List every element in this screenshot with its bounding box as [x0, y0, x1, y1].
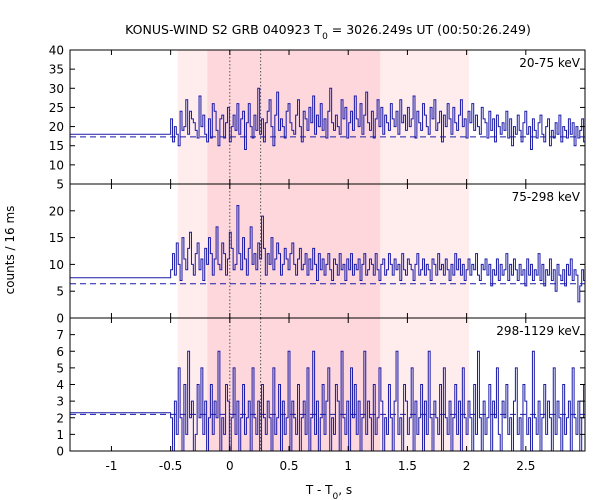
- x-axis-label-prefix: T - T: [305, 483, 333, 497]
- count-rate-series: [70, 87, 585, 151]
- count-rate-series: [70, 350, 585, 452]
- x-tick-label: -1: [105, 459, 117, 473]
- chart-title-sub: 0: [322, 32, 328, 42]
- y-tick-label: 30: [49, 82, 64, 96]
- y-tick-label: 1: [56, 428, 64, 442]
- y-tick-label: 0: [56, 312, 64, 326]
- y-tick-label: 15: [49, 139, 64, 153]
- y-tick-label: 7: [56, 328, 64, 342]
- panel-2: 0 5 10 15 20 75-298 keV: [49, 183, 586, 326]
- x-tick-label: 2.5: [516, 459, 535, 473]
- energy-band-label: 20-75 keV: [519, 56, 581, 70]
- x-axis-label-suffix: , s: [338, 483, 352, 497]
- y-tick-label: 15: [49, 231, 64, 245]
- chart-title: KONUS-WIND S2 GRB 040923 T0 = 3026.249s …: [125, 22, 531, 42]
- y-tick-label: 4: [56, 378, 64, 392]
- y-tick-label: 25: [49, 101, 64, 115]
- x-tick-label: 2: [463, 459, 471, 473]
- y-tick-label: 5: [56, 361, 64, 375]
- y-axis-label: counts / 16 ms: [3, 206, 17, 295]
- y-tick-label: 10: [49, 158, 64, 172]
- y-tick-label: 0: [56, 445, 64, 459]
- x-tick-label: 0.5: [279, 459, 298, 473]
- y-tick-label: 6: [56, 345, 64, 359]
- y-tick-label: 5: [56, 285, 64, 299]
- chart-title-suffix: = 3026.249s UT (00:50:26.249): [328, 22, 531, 37]
- x-axis-label-sub: 0: [333, 492, 339, 500]
- y-tick-label: 20: [49, 120, 64, 134]
- y-tick-label: 20: [49, 204, 64, 218]
- y-tick-label: 35: [49, 63, 64, 77]
- shaded-region-2: [207, 50, 381, 184]
- y-tick-label: 10: [49, 258, 64, 272]
- chart-title-prefix: KONUS-WIND S2 GRB 040923 T: [125, 22, 322, 37]
- panel-3: 0 1 2 3 4 5 6 7 298-1129 keV: [56, 317, 586, 459]
- x-tick-label: -0.5: [159, 459, 182, 473]
- y-tick-label: 3: [56, 395, 64, 409]
- shaded-region-2: [207, 318, 381, 451]
- x-tick-label: 0: [226, 459, 234, 473]
- y-tick-label: 2: [56, 411, 64, 425]
- y-tick-label: 5: [56, 178, 64, 192]
- x-axis-label: T - T0, s: [305, 483, 352, 500]
- y-tick-label: 40: [49, 44, 64, 58]
- energy-band-label: 298-1129 keV: [496, 324, 580, 338]
- panel-1: 5 10 15 20 25 30 35 40 20-75 keV: [49, 44, 586, 192]
- x-tick-label: 1.5: [398, 459, 417, 473]
- x-tick-label: 1: [344, 459, 352, 473]
- energy-band-label: 75-298 keV: [512, 190, 581, 204]
- count-rate-series: [70, 204, 585, 303]
